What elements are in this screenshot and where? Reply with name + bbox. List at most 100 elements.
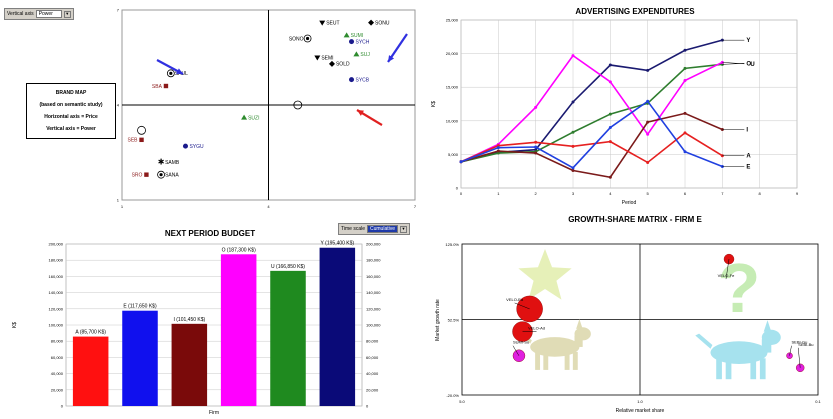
point-label: SUJ [360,52,370,58]
y-tick-label-right: 40,000 [366,371,379,376]
series-point [646,99,650,103]
x-tick-label: 2 [535,191,538,196]
brand-box-line3: Horizontal axis = Price [44,114,98,120]
y-tick-label-right: 180,000 [366,258,381,263]
brand-map-panel: Vertical axis Power ▼ BRAND MAP (based o… [0,0,425,212]
series-point [534,151,538,155]
brand-point-sro: SRO [132,172,149,178]
series-point [646,132,650,136]
bubble-label: SUMI-Su [513,340,529,345]
series-a: A [459,131,751,164]
y-tick-label: 5,000 [448,152,459,157]
y-axis-label: K$ [12,322,18,328]
bar-label: O (187,300 K$) [222,247,257,253]
y-tick-label: 15,000 [446,85,459,90]
series-point [608,140,612,144]
y-tick-label: 180,000 [49,258,64,263]
bar-label: Y (195,400 K$) [321,241,355,247]
brand-point-suj: SUJ [353,51,370,58]
arrow-icon [387,33,408,63]
y-tick-label-right: 0 [366,404,369,409]
y-tick-label: 0 [61,404,64,409]
chevron-down-icon[interactable]: ▼ [400,225,408,233]
chart-title: NEXT PERIOD BUDGET [165,229,255,238]
series-label: O [746,61,751,67]
series-line [460,63,723,163]
y-tick-label: 25,000 [446,18,459,23]
x-tick-label: 7 [414,204,417,209]
horizontal-axis-label: Horizontal axis [310,187,343,193]
brand-point-sygu: SYGU [182,143,204,150]
series-point [534,140,538,144]
series-point [534,145,538,149]
series-point [534,105,538,109]
point-label: SYCB [356,77,370,83]
time-scale-select[interactable]: Cumulative [367,225,399,233]
series-point [608,126,612,130]
series-label: I [746,128,748,134]
bubble-velo-ad: VELO-Ad [512,321,545,342]
x-axis-label: Relative market share [616,408,665,414]
series-line [460,131,723,164]
series-point [496,146,500,150]
y-tick-label: -20.0% [446,393,459,398]
brand-point-sumi: SUMI [343,32,363,39]
x-tick-label: 6 [684,191,687,196]
y-tick-label: 160,000 [49,274,64,279]
series-point [646,160,650,164]
series-point [571,144,575,148]
y-tick-label: 140,000 [49,290,64,295]
point-label: SUZI [248,115,259,121]
y-tick-label-right: 160,000 [366,274,381,279]
plot-frame [65,243,363,407]
point-label: SONO [289,36,304,42]
bar [319,247,356,406]
vertical-axis-label: Vertical axis [7,11,34,17]
brand-point-sba: SBA [152,83,169,90]
bar [270,270,306,406]
y-tick-label: 125.0% [445,242,459,247]
bar [122,310,158,406]
brand-point-sana: SANA [157,170,179,179]
y-tick-label: 20,000 [51,387,64,392]
y-tick-label-right: 200,000 [366,242,381,247]
y-tick-label: 40,000 [51,371,64,376]
growth-share-panel: GROWTH-SHARE MATRIX - FIRM E? 125.0% 52.5%… [425,212,833,419]
horizontal-axis-select[interactable]: Price [344,186,371,194]
point-label: SANA [165,172,179,178]
series-i: I [459,111,748,179]
star-icon [518,249,572,300]
y-tick-label-right: 80,000 [366,339,379,344]
brand-point-sonu: SONU [368,19,390,26]
series-line [460,112,723,179]
point-label: SRO [132,172,143,178]
y-axis-label: Market growth rate [435,299,441,341]
series-e: E [459,99,750,170]
leader-line [725,259,730,280]
leader-line [797,347,801,368]
bubble-label: SEBI-Bu [798,342,813,347]
brand-map-legend: BRAND MAP (based on semantic study) Hori… [26,83,116,139]
vertical-axis-select[interactable]: Power [35,10,62,18]
point-label: SBA [152,84,163,90]
series-point [608,112,612,116]
point-label: SYCH [356,39,370,45]
y-tick-label-right: 120,000 [366,306,381,311]
point-label: SAMB [165,160,180,166]
plot-frame [121,9,416,201]
point-label: SONU [375,20,390,26]
y-tick-label: 20,000 [446,51,459,56]
bar-u: U (166,850 K$) [270,264,306,406]
x-tick-label: 7 [721,191,724,196]
bubble-label: VELO-Fe [718,273,735,278]
y-tick-label: 80,000 [51,339,64,344]
series-point [683,66,687,70]
brand-point-semi: SEMI [314,55,334,61]
vertical-axis-control: Vertical axis Power ▼ [4,8,74,20]
brand-point-samb: ✱ SAMB [158,158,180,167]
point-label: SYGU [189,144,204,150]
y-tick-label-right: 20,000 [366,387,379,392]
x-tick-label: 3 [572,191,575,196]
chevron-down-icon[interactable]: ▼ [63,10,71,18]
chevron-down-icon[interactable]: ▼ [372,186,380,194]
